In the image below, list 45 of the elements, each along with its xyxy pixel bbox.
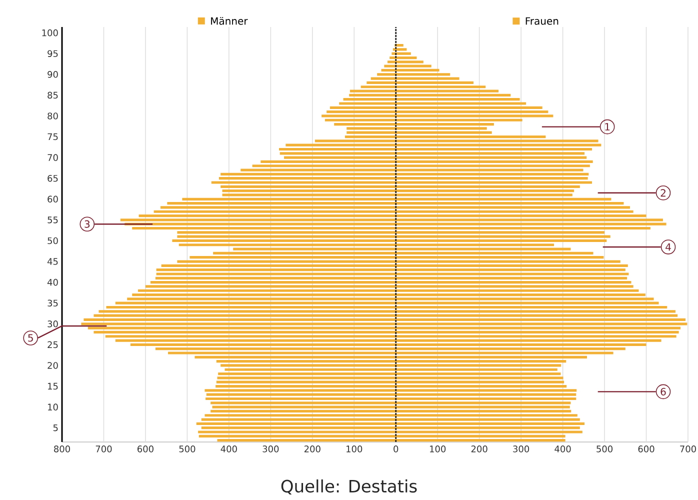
x-tick-label: 500: [596, 446, 613, 452]
x-tick-label: 600: [138, 446, 154, 452]
y-tick-label: 95: [48, 50, 58, 58]
x-tick-label: 100: [430, 446, 446, 452]
x-tick-label: 400: [220, 446, 237, 452]
x-tick-label: 600: [638, 446, 654, 452]
x-tick-label: 100: [346, 446, 362, 452]
y-tick-label: 10: [48, 404, 58, 410]
annotation: 4: [666, 243, 671, 251]
y-tick-label: 30: [48, 320, 58, 328]
x-tick-label: 0: [394, 446, 398, 452]
y-tick-label: 15: [48, 382, 58, 390]
annotation: 2: [660, 189, 666, 197]
y-tick-label: 20: [48, 362, 58, 369]
y-tick-label: 25: [48, 341, 58, 348]
x-tick-label: 800: [54, 446, 70, 452]
y-tick-label: 75: [48, 133, 58, 140]
y-tick-label: 60: [48, 196, 58, 203]
y-tick-label: 40: [47, 278, 58, 286]
x-tick-label: 700: [680, 446, 696, 452]
x-tick-label: 400: [554, 446, 571, 452]
y-tick-label: 50: [48, 237, 58, 244]
annotation: 6: [660, 388, 666, 396]
x-tick-label: 300: [513, 446, 530, 452]
y-tick-label: 70: [48, 154, 58, 161]
x-tick-label: 300: [262, 446, 279, 452]
y-tick-label: 85: [48, 92, 58, 99]
y-tick-label: 45: [47, 258, 58, 265]
x-tick-label: 200: [304, 446, 320, 452]
y-tick-label: 55: [48, 216, 58, 224]
y-tick-label: 5: [53, 424, 58, 432]
text: 5: [28, 334, 33, 342]
legend-label: Frauen: [526, 17, 558, 25]
y-tick-label: 90: [48, 70, 58, 78]
y-tick-label: 100: [42, 29, 58, 36]
y-tick-label: 35: [48, 300, 58, 306]
legend-label: Männer: [211, 17, 248, 25]
annotation: 1: [605, 123, 610, 130]
x-tick-label: 200: [471, 446, 488, 452]
source-note: Quelle: Destatis: [281, 479, 417, 495]
x-tick-label: 500: [179, 446, 196, 452]
y-tick-label: 80: [48, 112, 58, 120]
y-tick-label: 65: [48, 174, 58, 182]
x-tick-label: 700: [96, 446, 112, 452]
annotation: 3: [84, 220, 90, 228]
